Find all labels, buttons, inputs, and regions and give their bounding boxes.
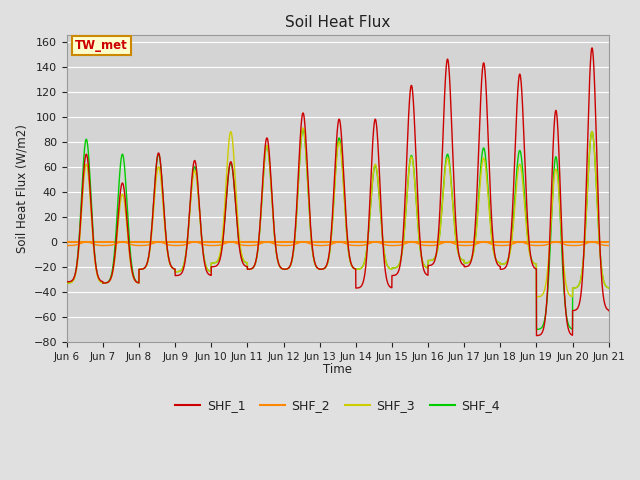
X-axis label: Time: Time: [323, 363, 352, 376]
Text: TW_met: TW_met: [75, 39, 127, 52]
Title: Soil Heat Flux: Soil Heat Flux: [285, 15, 390, 30]
Legend: SHF_1, SHF_2, SHF_3, SHF_4: SHF_1, SHF_2, SHF_3, SHF_4: [170, 394, 505, 417]
Y-axis label: Soil Heat Flux (W/m2): Soil Heat Flux (W/m2): [15, 124, 28, 253]
